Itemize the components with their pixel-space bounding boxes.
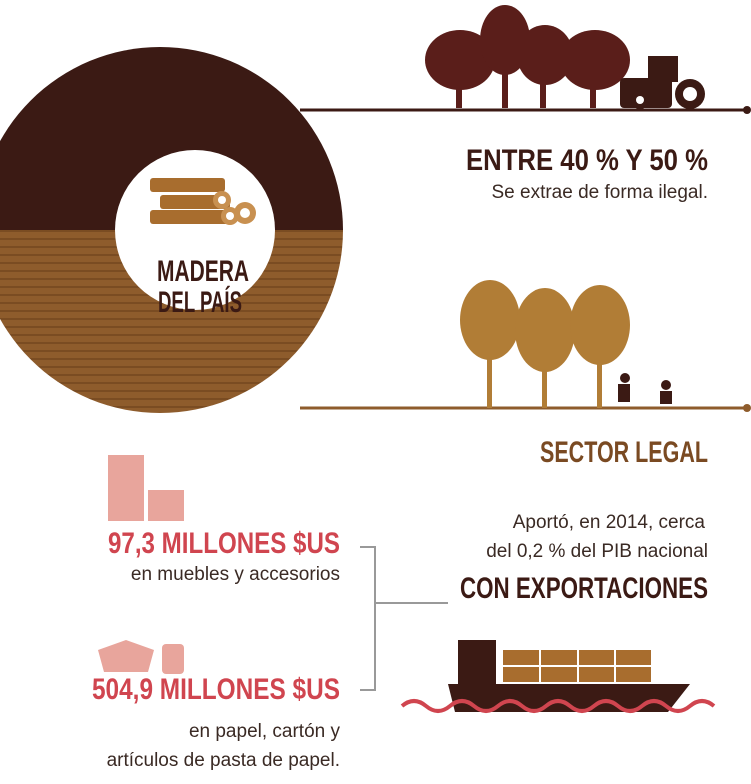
legal-trees	[460, 280, 672, 408]
ship	[400, 640, 716, 713]
legal-text: del 0,2 % del PIB nacional	[486, 541, 708, 562]
product-text: artículos de pasta de papel.	[107, 750, 340, 771]
exports-headline: CON EXPORTACIONES	[460, 572, 708, 605]
furniture-icon	[108, 455, 184, 521]
circle-label: DEL PAÍS	[158, 285, 242, 319]
product-text: en papel, cartón y	[189, 721, 341, 742]
legal-text: Aportó, en 2014, cerca	[513, 512, 706, 533]
bracket	[360, 546, 448, 691]
product-amount: 504,9 MILLONES $US	[92, 673, 340, 706]
paper-icon	[98, 640, 184, 674]
illegal-headline: ENTRE 40 % Y 50 %	[466, 144, 708, 177]
illegal-text: Se extrae de forma ilegal.	[491, 182, 708, 203]
circle-label: MADERA	[157, 255, 249, 288]
wood-donut: MADERA DEL PAÍS	[0, 47, 343, 413]
legal-headline: SECTOR LEGAL	[540, 436, 708, 469]
logs-icon	[150, 178, 256, 225]
connector-lines	[300, 106, 751, 412]
product-amount: 97,3 MILLONES $US	[108, 527, 340, 560]
product-text: en muebles y accesorios	[131, 564, 340, 585]
illegal-trees	[425, 5, 705, 109]
